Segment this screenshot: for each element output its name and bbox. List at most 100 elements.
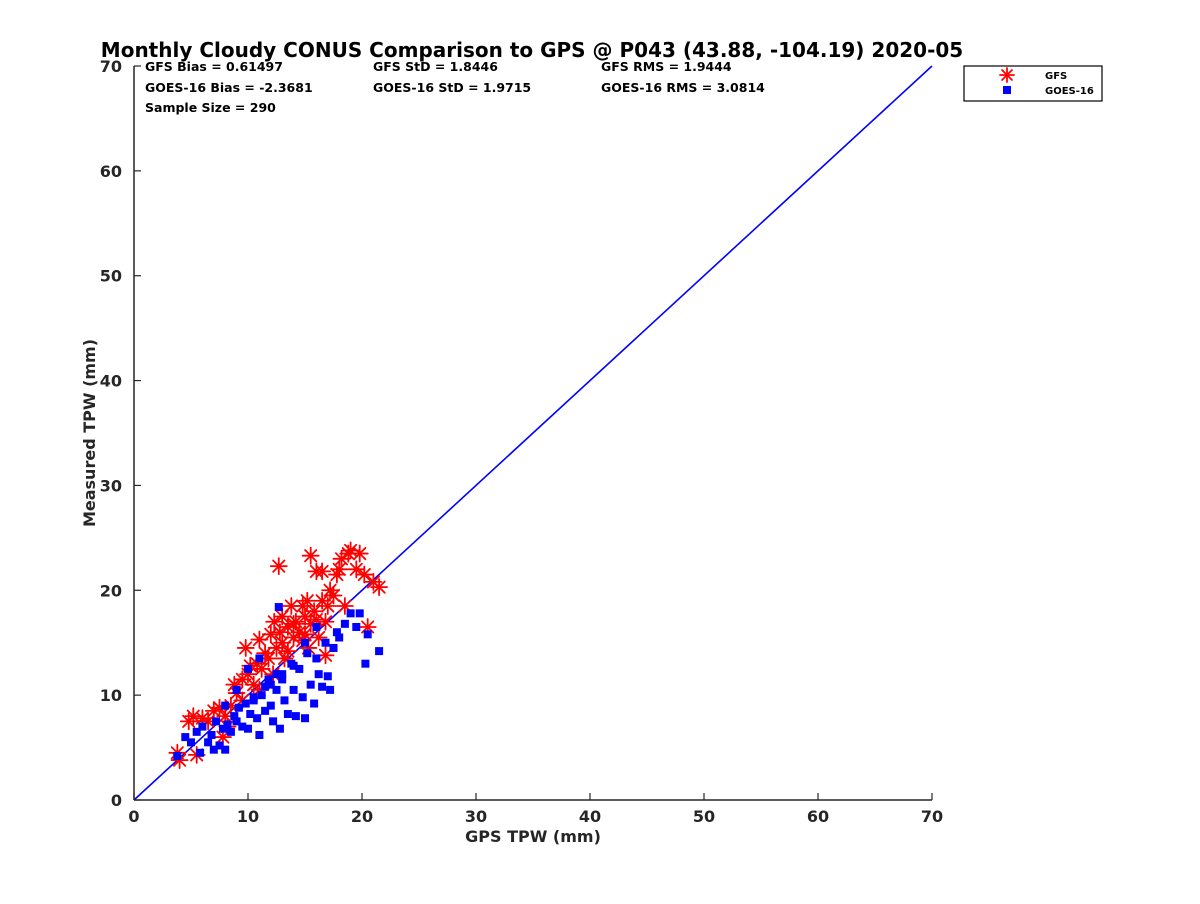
x-tick-label: 0: [128, 807, 139, 826]
gfs-point: [273, 607, 292, 626]
goes16-point: [238, 722, 247, 731]
goes16-point: [323, 672, 332, 681]
y-tick-label: 70: [100, 57, 122, 76]
goes16-point: [209, 745, 218, 754]
goes16-point: [244, 724, 252, 733]
goes16-point: [264, 675, 273, 684]
gfs-point: [370, 578, 389, 597]
goes16-point: [215, 741, 224, 750]
gfs-point: [284, 614, 303, 633]
goes16-point: [266, 701, 275, 710]
goes16-point: [312, 654, 321, 663]
goes16-point: [241, 699, 250, 708]
gfs-point: [347, 560, 366, 579]
goes16-point: [283, 710, 292, 719]
goes16-point: [310, 699, 319, 708]
stat-sample-size: Sample Size = 290: [145, 100, 276, 115]
goes16-point: [346, 609, 355, 618]
legend-goes16-marker: [1003, 86, 1011, 94]
y-tick-label: 10: [100, 686, 122, 705]
goes16-point: [204, 738, 213, 747]
gfs-point: [278, 642, 297, 661]
goes16-point: [329, 643, 338, 652]
goes16-point: [289, 661, 298, 670]
y-tick-label: 50: [100, 267, 122, 286]
stat-gfs-bias: GFS Bias = 0.61497: [145, 59, 283, 74]
x-tick-label: 10: [237, 807, 259, 826]
goes16-point: [278, 675, 287, 684]
x-tick-label: 40: [579, 807, 601, 826]
gfs-point: [330, 560, 349, 579]
goes16-point: [232, 717, 241, 726]
goes16-point: [352, 622, 361, 631]
gfs-point: [301, 546, 320, 565]
goes16-point: [196, 748, 205, 757]
stat-gfs-std: GFS StD = 1.8446: [373, 59, 498, 74]
y-tick-label: 20: [100, 581, 122, 600]
goes16-point: [361, 659, 370, 668]
goes16-point: [326, 685, 335, 694]
goes16-point: [218, 724, 227, 733]
gfs-point: [355, 565, 374, 584]
goes16-point: [255, 730, 264, 739]
goes16-point: [257, 691, 266, 700]
goes16-point: [212, 717, 221, 726]
goes16-point: [207, 730, 216, 739]
goes16-point: [173, 751, 182, 760]
x-tick-label: 60: [807, 807, 829, 826]
goes16-point: [321, 638, 330, 647]
y-axis-label: Measured TPW (mm): [80, 339, 99, 527]
goes16-point: [301, 638, 309, 647]
gfs-point: [350, 544, 369, 563]
x-tick-label: 70: [921, 807, 943, 826]
goes16-point: [232, 685, 241, 694]
goes16-point: [272, 670, 281, 679]
legend-box: [963, 65, 1103, 102]
stat-gfs-rms: GFS RMS = 1.9444: [601, 59, 732, 74]
axis-ticks: 0 10 20 30 40 50 60 70 0 10 20 30 40 50 60 70: [100, 57, 943, 826]
goes16-point: [340, 619, 349, 628]
goes16-point: [306, 680, 315, 689]
legend-goes16-label: GOES-16: [1045, 86, 1094, 97]
goes16-point: [298, 693, 307, 702]
goes16-point: [303, 649, 312, 658]
goes16-series: [173, 603, 384, 760]
goes16-point: [275, 724, 284, 733]
legend-gfs-asterisk: [999, 67, 1015, 83]
goes16-point: [223, 720, 232, 729]
goes16-point: [234, 703, 243, 712]
gfs-point: [313, 562, 332, 581]
goes16-point: [375, 647, 384, 656]
goes16-point: [253, 714, 262, 723]
goes16-point: [266, 680, 275, 689]
legend-gfs-marker: [999, 67, 1015, 83]
stats-block: GFS Bias = 0.61497 GFS StD = 1.8446 GFS …: [145, 59, 765, 115]
goes16-point: [221, 701, 230, 710]
gfs-point: [316, 612, 335, 631]
legend: GFS GOES-16: [963, 65, 1103, 102]
gfs-point: [324, 586, 343, 605]
goes16-point: [246, 710, 255, 719]
x-tick-label: 30: [465, 807, 487, 826]
goes16-point: [198, 722, 207, 731]
goes16-point: [230, 712, 239, 721]
goes16-point: [291, 712, 300, 721]
goes16-point: [314, 670, 323, 679]
goes16-point: [226, 727, 235, 736]
goes16-point: [355, 609, 364, 618]
goes16-point: [261, 706, 270, 715]
y-tick-label: 60: [100, 162, 122, 181]
gfs-point: [269, 557, 288, 576]
goes16-point: [249, 693, 258, 702]
stat-goes-rms: GOES-16 RMS = 3.0814: [601, 80, 765, 95]
goes16-point: [272, 685, 281, 694]
gfs-point: [316, 646, 335, 665]
x-axis-label: GPS TPW (mm): [465, 827, 601, 846]
goes16-point: [255, 654, 264, 663]
goes16-point: [187, 738, 195, 747]
legend-gfs-label: GFS: [1045, 71, 1067, 82]
goes16-point: [274, 603, 283, 612]
goes16-point: [221, 745, 230, 754]
goes16-point: [301, 714, 309, 723]
